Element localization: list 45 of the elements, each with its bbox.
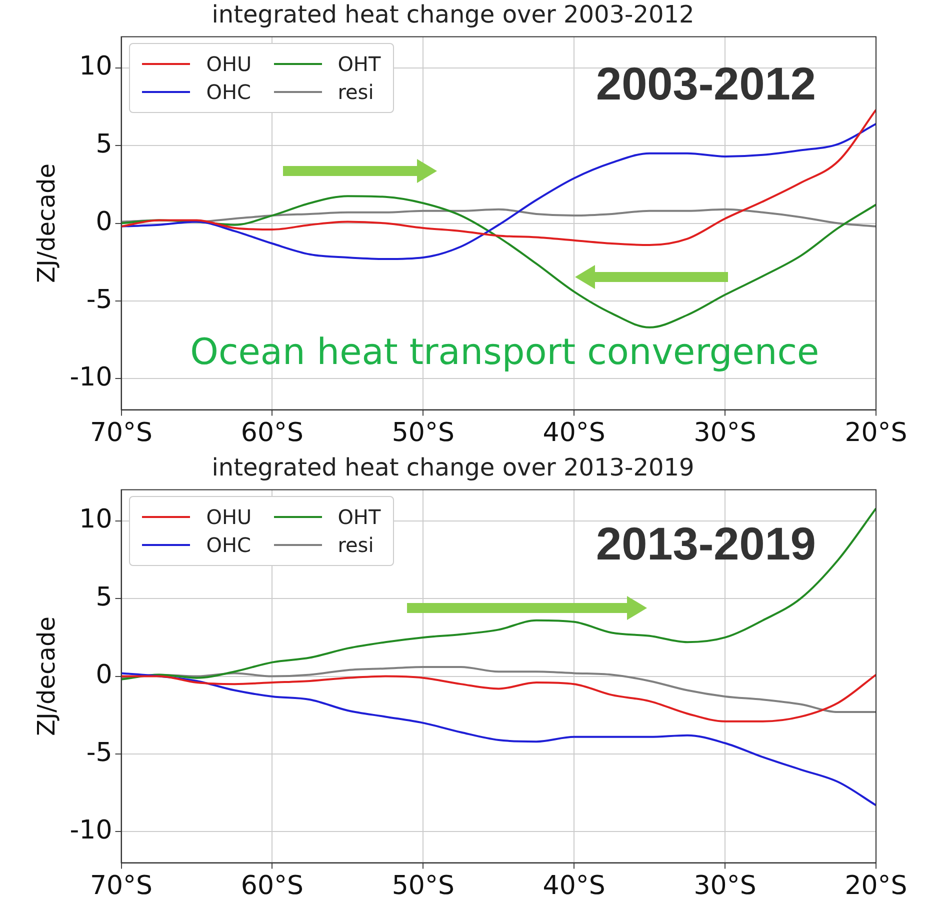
- annotation: 2013-2019: [596, 517, 816, 570]
- x-tick-label: 40°S: [542, 418, 606, 448]
- chart-title: integrated heat change over 2013-2019: [212, 454, 694, 482]
- y-tick-label: -10: [70, 815, 112, 846]
- x-tick-label: 60°S: [240, 418, 304, 448]
- line-series: [121, 672, 876, 806]
- line-series: [121, 666, 876, 714]
- chart-title: integrated heat change over 2003-2012: [212, 0, 694, 29]
- legend-label: OHU: [206, 52, 252, 76]
- y-tick-label: 10: [79, 504, 112, 535]
- line-series: [121, 122, 876, 260]
- x-tick-label: 70°S: [90, 871, 153, 902]
- y-tick-label: 10: [79, 52, 112, 82]
- line-series: [121, 507, 876, 680]
- annotation: Ocean heat transport convergence: [190, 332, 820, 374]
- y-tick-label: -5: [86, 738, 112, 768]
- legend-label: OHU: [206, 504, 252, 529]
- y-tick-label: 0: [96, 207, 112, 238]
- x-tick-label: 30°S: [694, 418, 756, 448]
- legend-label: resi: [338, 532, 374, 557]
- line-series: [121, 208, 876, 228]
- y-tick-label: 5: [96, 582, 112, 612]
- line-series: [121, 674, 876, 722]
- y-tick-label: -10: [70, 362, 112, 392]
- x-tick-label: 20°S: [844, 418, 908, 448]
- legend-label: resi: [338, 80, 374, 104]
- line-series: [121, 195, 876, 328]
- x-tick-label: 50°S: [392, 871, 454, 902]
- y-tick-label: 5: [96, 129, 112, 160]
- y-axis-title: ZJ/decade: [32, 164, 61, 284]
- legend-label: OHT: [338, 52, 381, 76]
- legend-label: OHT: [338, 504, 381, 529]
- x-tick-label: 60°S: [240, 871, 304, 902]
- annotation: 2003-2012: [596, 57, 816, 110]
- x-tick-label: 70°S: [90, 418, 153, 448]
- y-axis-title: ZJ/decade: [32, 616, 61, 736]
- x-tick-label: 40°S: [542, 871, 606, 902]
- x-tick-label: 30°S: [694, 871, 756, 902]
- line-series: [121, 108, 876, 246]
- x-tick-label: 50°S: [392, 418, 454, 448]
- legend-label: OHC: [206, 80, 252, 104]
- y-tick-label: -5: [86, 284, 112, 315]
- y-tick-label: 0: [96, 660, 112, 690]
- x-tick-label: 20°S: [844, 871, 908, 902]
- legend-label: OHC: [206, 532, 252, 557]
